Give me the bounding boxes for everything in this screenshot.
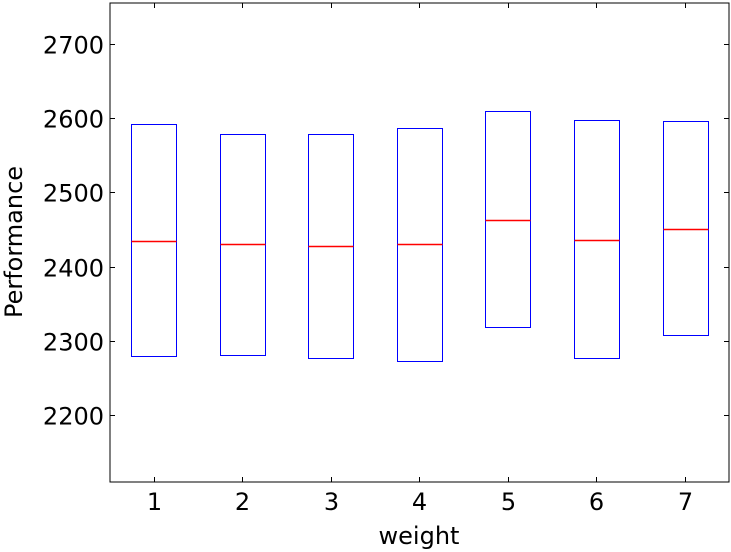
y-tick-label: 2300 bbox=[43, 329, 104, 357]
plot-area-frame bbox=[109, 2, 730, 483]
box-1 bbox=[131, 124, 177, 357]
x-tick-label: 7 bbox=[678, 488, 693, 516]
x-tick-label: 6 bbox=[589, 488, 604, 516]
boxes-layer bbox=[131, 111, 709, 362]
y-tick-label: 2600 bbox=[43, 106, 104, 134]
x-tick-label: 4 bbox=[412, 488, 427, 516]
x-tick-label: 3 bbox=[324, 488, 339, 516]
y-tick-label: 2400 bbox=[43, 255, 104, 283]
y-tick-label: 2200 bbox=[43, 403, 104, 431]
box-5 bbox=[485, 111, 531, 328]
ticks-layer: 2200 2300 2400 2500 2600 2700 1 2 3 4 5 6 7 bbox=[43, 3, 729, 516]
y-tick-label: 2500 bbox=[43, 180, 104, 208]
y-axis-label: Performance bbox=[0, 166, 28, 318]
box-6 bbox=[574, 120, 620, 359]
x-tick-label: 1 bbox=[147, 488, 162, 516]
x-tick-label: 5 bbox=[501, 488, 516, 516]
y-tick-label: 2700 bbox=[43, 32, 104, 60]
x-axis-label: weight bbox=[379, 522, 460, 550]
x-tick-label: 2 bbox=[235, 488, 250, 516]
box-7 bbox=[663, 121, 709, 336]
